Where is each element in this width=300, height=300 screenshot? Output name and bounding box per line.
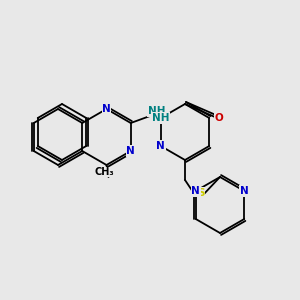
Text: NH: NH (148, 106, 166, 116)
Text: N: N (240, 186, 249, 196)
Text: N: N (126, 146, 135, 156)
Text: N: N (191, 186, 200, 196)
Text: S: S (197, 188, 205, 198)
Text: O: O (215, 113, 224, 123)
Text: NH: NH (152, 113, 169, 123)
Text: CH₃: CH₃ (95, 167, 114, 177)
Text: N: N (156, 141, 165, 151)
Text: N: N (102, 104, 111, 114)
